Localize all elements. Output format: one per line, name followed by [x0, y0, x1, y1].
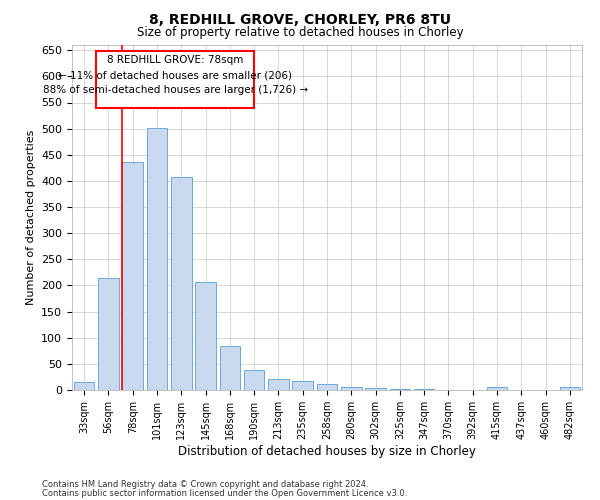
Text: 8, REDHILL GROVE, CHORLEY, PR6 8TU: 8, REDHILL GROVE, CHORLEY, PR6 8TU	[149, 12, 451, 26]
Bar	[244, 370, 265, 390]
Bar	[317, 384, 337, 390]
Y-axis label: Number of detached properties: Number of detached properties	[26, 130, 35, 305]
Text: 8 REDHILL GROVE: 78sqm: 8 REDHILL GROVE: 78sqm	[107, 56, 244, 66]
Bar	[365, 388, 386, 390]
Bar	[74, 382, 94, 390]
Text: Size of property relative to detached houses in Chorley: Size of property relative to detached ho…	[137, 26, 463, 39]
Bar	[195, 282, 216, 390]
Bar	[98, 278, 119, 390]
Text: ← 11% of detached houses are smaller (206): ← 11% of detached houses are smaller (20…	[58, 70, 292, 80]
Bar	[341, 387, 362, 390]
Bar	[414, 389, 434, 390]
Bar	[171, 176, 191, 390]
Bar	[389, 389, 410, 390]
Text: Contains public sector information licensed under the Open Government Licence v3: Contains public sector information licen…	[42, 488, 407, 498]
FancyBboxPatch shape	[96, 52, 254, 108]
Bar	[560, 388, 580, 390]
Text: Contains HM Land Registry data © Crown copyright and database right 2024.: Contains HM Land Registry data © Crown c…	[42, 480, 368, 489]
Bar	[292, 380, 313, 390]
X-axis label: Distribution of detached houses by size in Chorley: Distribution of detached houses by size …	[178, 444, 476, 458]
Text: 88% of semi-detached houses are larger (1,726) →: 88% of semi-detached houses are larger (…	[43, 84, 308, 94]
Bar	[122, 162, 143, 390]
Bar	[487, 388, 508, 390]
Bar	[220, 346, 240, 390]
Bar	[268, 378, 289, 390]
Bar	[146, 128, 167, 390]
